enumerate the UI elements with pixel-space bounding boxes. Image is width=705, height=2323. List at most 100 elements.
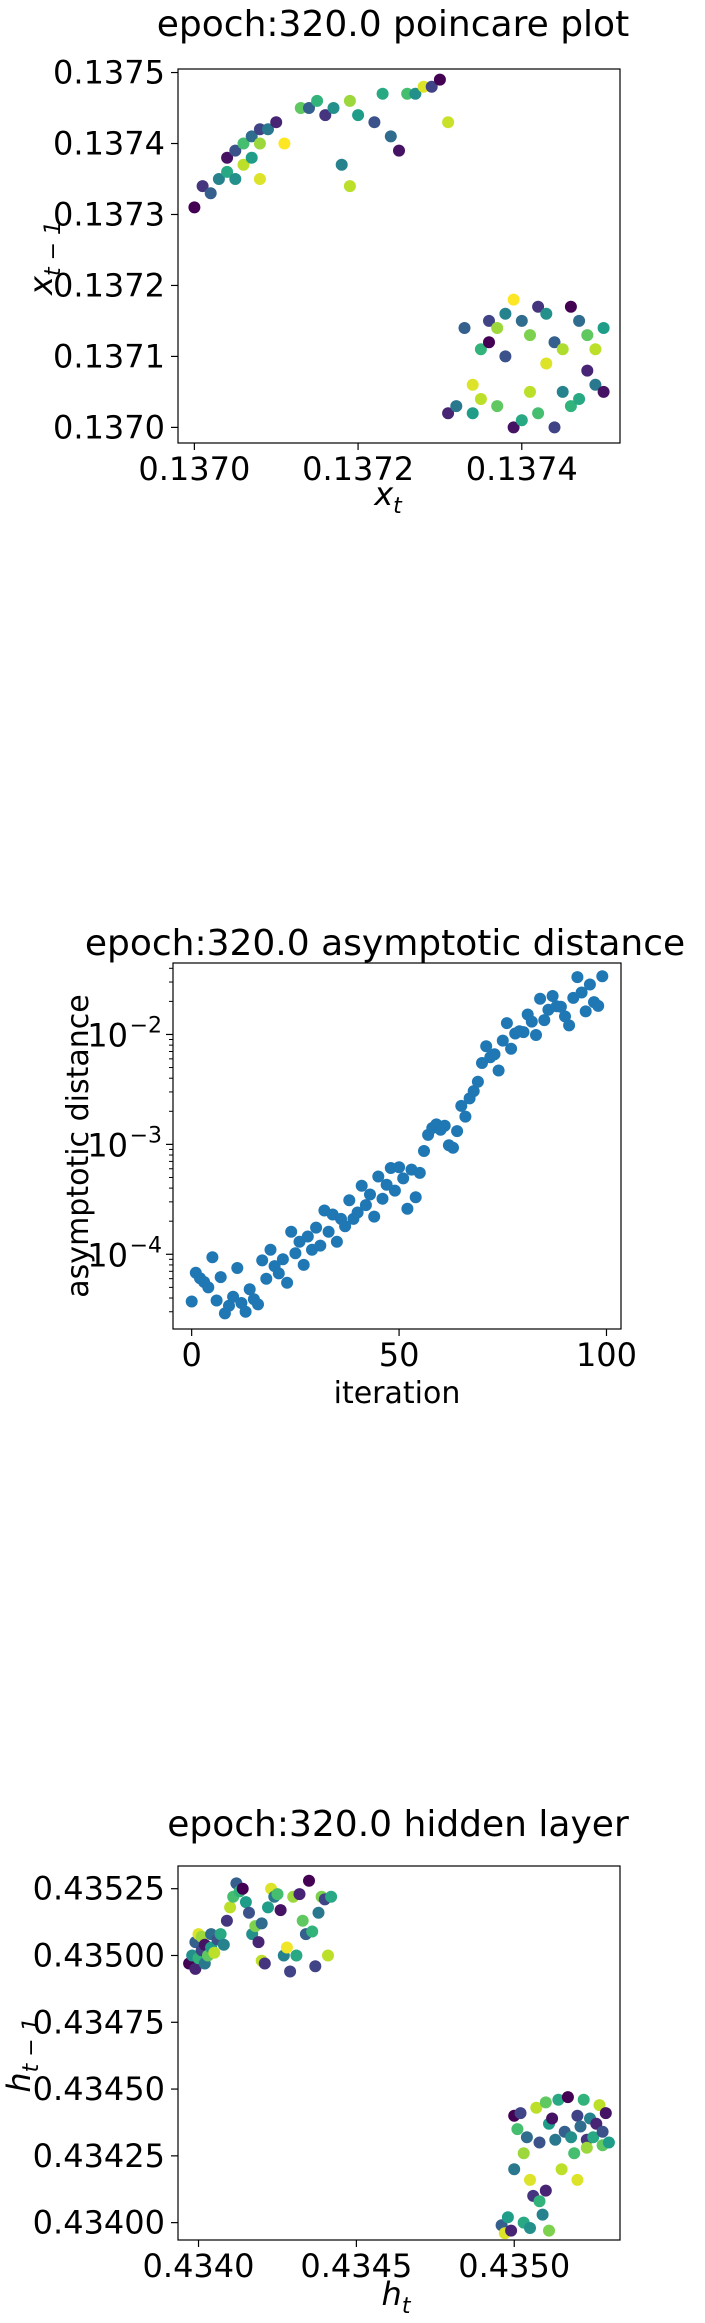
scatter-point	[243, 1283, 256, 1296]
scatter-point	[507, 421, 520, 434]
y-tick-label: 0.43500	[33, 1936, 165, 1974]
chart-1-x-axis-label: xt	[373, 475, 403, 519]
scatter-point	[438, 1119, 451, 1132]
scatter-point	[501, 2211, 514, 2224]
scatter-point	[409, 87, 422, 100]
scatter-point	[505, 2224, 518, 2237]
chart-1-x-axis-label-base: x	[373, 475, 394, 513]
scatter-point	[258, 1957, 271, 1970]
scatter-point	[596, 970, 609, 983]
scatter-point	[322, 1225, 335, 1238]
scatter-point	[223, 1299, 235, 1312]
scatter-point	[359, 1199, 372, 1212]
scatter-point	[442, 116, 455, 129]
scatter-point	[285, 1225, 298, 1238]
scatter-point	[492, 1064, 505, 1077]
scatter-point	[401, 87, 414, 100]
scatter-point	[471, 1075, 484, 1088]
chart-1-title: epoch:320.0 poincare plot	[157, 4, 629, 45]
scatter-point	[538, 1014, 551, 1027]
chart-3-y-axis-label-base: h	[0, 2072, 38, 2092]
scatter-point	[339, 1220, 352, 1233]
scatter-point	[589, 343, 602, 356]
scatter-point	[524, 2222, 536, 2234]
y-tick-label: 0.43425	[33, 2137, 165, 2175]
scatter-point	[188, 201, 201, 214]
scatter-point	[515, 314, 528, 327]
scatter-point	[393, 144, 405, 157]
scatter-point	[351, 1206, 364, 1219]
scatter-point	[524, 329, 536, 342]
scatter-point	[571, 2109, 584, 2122]
scatter-point	[536, 2208, 549, 2221]
chart-3-y-axis-label-sub: t − 1	[19, 2017, 44, 2072]
chart-2-plot-area	[172, 962, 622, 1330]
scatter-point	[568, 2147, 581, 2160]
scatter-point	[577, 2093, 590, 2106]
scatter-point	[581, 364, 594, 377]
scatter-point	[549, 2133, 562, 2146]
scatter-point	[189, 1962, 202, 1975]
chart-3-x-axis-label: ht	[382, 2275, 412, 2319]
scatter-point	[524, 2173, 536, 2186]
scatter-point	[252, 1298, 264, 1311]
y-tick-exponent: −2	[130, 1013, 162, 1038]
scatter-point	[581, 329, 594, 342]
scatter-point	[239, 1896, 252, 1909]
scatter-point	[229, 173, 242, 185]
scatter-point	[532, 407, 545, 420]
chart-1-y-axis-label-sub: t − 1	[41, 221, 66, 276]
scatter-point	[239, 1305, 252, 1318]
scatter-point	[589, 378, 602, 391]
scatter-point	[548, 336, 561, 349]
scatter-point	[543, 2224, 555, 2237]
scatter-point	[274, 1904, 287, 1917]
y-tick-exponent: −4	[130, 1233, 162, 1258]
scatter-point	[587, 2131, 600, 2144]
y-tick-label: 0.43450	[33, 2070, 165, 2108]
x-tick-label: 0.1374	[466, 450, 578, 488]
chart-2-x-ticks: 0 50 100	[181, 1329, 637, 1374]
scatter-point	[343, 1194, 356, 1207]
chart-poincare: epoch:320.0 poincare plot 0.1370 0.1372 0.…	[22, 4, 629, 519]
scatter-point	[571, 2173, 584, 2186]
scatter-point	[281, 1276, 294, 1289]
y-tick-label: 10	[87, 1016, 128, 1054]
scatter-point	[496, 1034, 509, 1047]
scatter-point	[555, 2163, 568, 2176]
scatter-point	[505, 1042, 518, 1055]
scatter-point	[552, 2093, 565, 2106]
scatter-point	[556, 343, 569, 356]
chart-3-points	[183, 1874, 615, 2240]
scatter-point	[364, 1188, 376, 1201]
scatter-point	[301, 1230, 314, 1243]
scatter-point	[214, 1271, 227, 1284]
chart-3-x-axis-label-base: h	[382, 2275, 402, 2313]
scatter-point	[539, 2096, 552, 2109]
scatter-point	[546, 2112, 559, 2125]
scatter-point	[559, 1010, 571, 1023]
x-tick-label: 50	[379, 1336, 420, 1374]
scatter-point	[355, 1179, 368, 1192]
scatter-point	[303, 1874, 315, 1887]
scatter-point	[284, 1965, 297, 1978]
scatter-point	[245, 130, 258, 143]
scatter-point	[270, 116, 283, 129]
scatter-point	[311, 94, 324, 107]
scatter-point	[409, 1191, 422, 1204]
chart-2-title: epoch:320.0 asymptotic distance	[85, 923, 685, 964]
scatter-point	[289, 1247, 302, 1260]
scatter-point	[511, 2123, 524, 2136]
scatter-point	[314, 1239, 327, 1252]
scatter-point	[466, 378, 479, 391]
scatter-point	[253, 173, 266, 185]
scatter-point	[310, 1221, 323, 1234]
scatter-point	[210, 1294, 223, 1307]
scatter-point	[262, 1901, 274, 1914]
scatter-point	[599, 2107, 612, 2120]
scatter-point	[520, 2131, 533, 2144]
scatter-point	[534, 992, 547, 1005]
scatter-point	[474, 393, 487, 405]
scatter-point	[530, 2101, 543, 2114]
